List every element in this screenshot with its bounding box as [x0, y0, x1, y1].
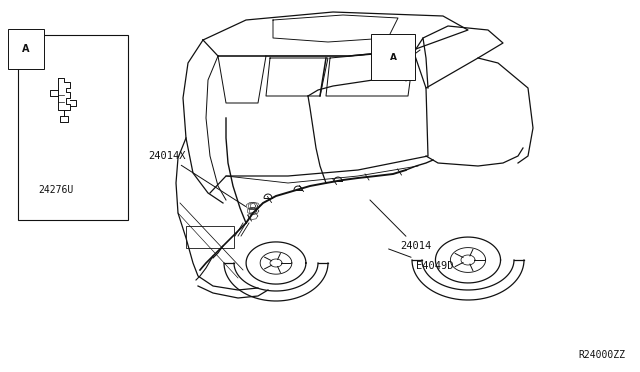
Text: 24014: 24014 — [370, 200, 431, 251]
Text: A: A — [390, 52, 397, 61]
Text: 24014X: 24014X — [148, 151, 246, 206]
Bar — [186, 226, 234, 248]
Text: R24000ZZ: R24000ZZ — [578, 350, 625, 360]
Text: 24276U: 24276U — [38, 185, 74, 195]
Bar — [383, 69, 397, 79]
Text: A: A — [22, 44, 29, 54]
Text: E4049D: E4049D — [388, 249, 454, 271]
Bar — [18, 35, 128, 220]
